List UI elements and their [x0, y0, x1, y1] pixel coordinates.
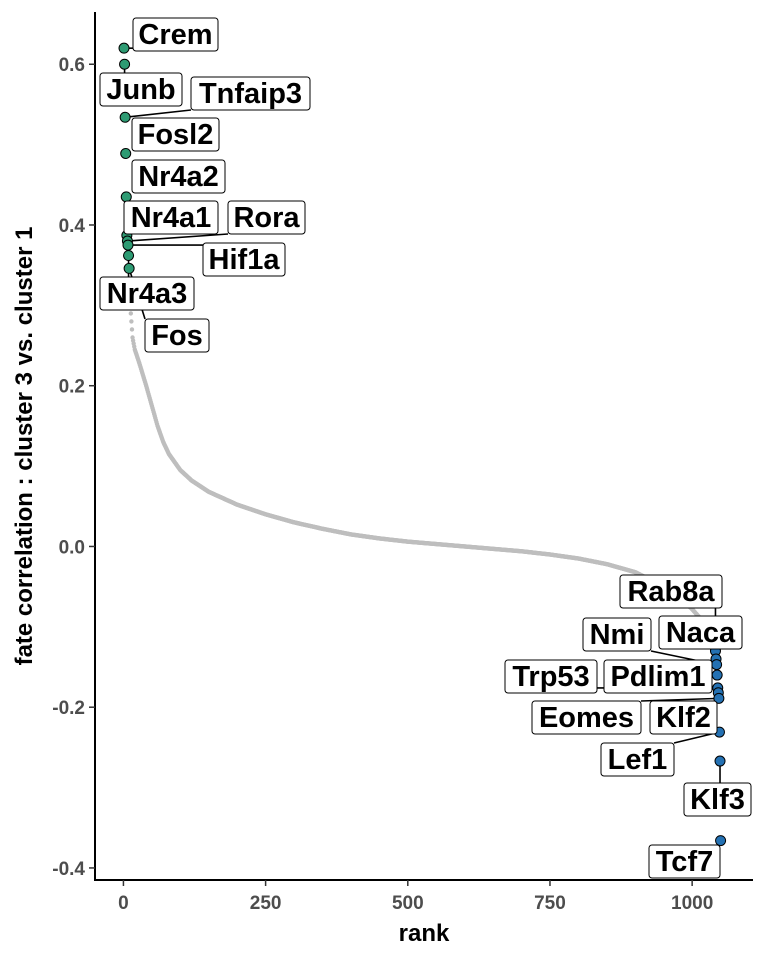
gene-label-junb: Junb — [99, 72, 183, 107]
label-box — [504, 659, 598, 694]
highlight-point-hif1a — [122, 239, 134, 251]
gene-label-nr4a3: Nr4a3 — [99, 276, 195, 311]
x-tick-label: 0 — [118, 893, 129, 914]
gene-labels: Crem Junb Tnfaip3 Fosl2 Nr4a2 Nr4a1 Rora Hif1a N… — [99, 17, 752, 879]
gene-label-crem: Crem — [132, 17, 219, 52]
x-tick-label: 250 — [250, 893, 282, 914]
gene-label-text: Nmi — [590, 619, 645, 651]
label-box — [99, 72, 183, 107]
label-box — [683, 782, 752, 817]
highlight-point-klf3 — [714, 755, 726, 767]
highlight-point-nmi — [711, 659, 723, 671]
gene-label-text: Hif1a — [209, 244, 281, 276]
gene-label-text: Pdlim1 — [610, 661, 705, 693]
gene-label-text: Nr4a1 — [131, 202, 212, 234]
highlight-point-fosl2 — [120, 147, 132, 159]
highlight-point-crem — [118, 42, 130, 54]
gene-label-hif1a: Hif1a — [202, 242, 286, 277]
gene-label-text: Nr4a3 — [107, 278, 188, 310]
gene-point — [129, 319, 134, 324]
label-box — [202, 242, 286, 277]
gene-label-klf2: Klf2 — [649, 700, 718, 735]
x-tick-label: 1000 — [671, 893, 713, 914]
gene-label-text: Naca — [666, 617, 736, 649]
gene-label-text: Tcf7 — [656, 846, 713, 878]
y-tick-label: -0.2 — [52, 698, 85, 719]
label-box — [131, 117, 220, 152]
gene-label-text: Junb — [106, 74, 175, 106]
gene-point — [129, 327, 135, 332]
label-box — [658, 615, 743, 650]
label-box — [619, 574, 723, 609]
gene-label-fosl2: Fosl2 — [131, 117, 220, 152]
label-box — [531, 700, 642, 735]
label-box — [649, 700, 718, 735]
x-tick-label: 500 — [392, 893, 424, 914]
highlight-point-tcf7 — [715, 835, 727, 847]
highlight-point-nr4a2 — [120, 191, 132, 203]
label-box — [144, 318, 210, 353]
highlight-point-eomes — [713, 692, 725, 704]
x-axis-title: rank — [399, 920, 450, 947]
gene-label-tnfaip3: Tnfaip3 — [190, 76, 311, 111]
y-tick-label: 0.2 — [59, 377, 85, 398]
label-box — [132, 17, 219, 52]
gene-label-text: Klf2 — [656, 702, 711, 734]
label-box — [99, 276, 195, 311]
gene-label-text: Fosl2 — [138, 119, 214, 151]
y-tick-label: 0.6 — [59, 55, 85, 76]
gene-label-nr4a2: Nr4a2 — [131, 159, 226, 194]
label-box — [600, 742, 675, 777]
highlight-point-nr4a3 — [123, 250, 135, 262]
gene-label-text: Rora — [233, 202, 300, 234]
x-tick-label: 750 — [534, 893, 566, 914]
gene-label-text: Klf3 — [690, 784, 745, 816]
gene-point — [128, 311, 134, 316]
gene-label-nr4a1: Nr4a1 — [123, 200, 219, 235]
highlight-point-tnfaip3 — [119, 111, 131, 123]
gene-label-rab8a: Rab8a — [619, 574, 723, 609]
gene-label-klf3: Klf3 — [683, 782, 752, 817]
highlight-point-pdlim1 — [711, 669, 723, 681]
y-tick-label: 0.0 — [59, 537, 85, 558]
label-box — [131, 159, 226, 194]
gene-label-text: Fos — [151, 320, 203, 352]
gene-label-eomes: Eomes — [531, 700, 642, 735]
leader-line — [125, 109, 192, 119]
gene-label-text: Tnfaip3 — [199, 78, 302, 110]
gene-label-lef1: Lef1 — [600, 742, 675, 777]
highlight-point-fos — [123, 262, 135, 274]
label-box — [123, 200, 219, 235]
gene-label-rora: Rora — [227, 200, 306, 235]
gene-label-nmi: Nmi — [582, 617, 652, 652]
gene-label-text: Nr4a2 — [138, 161, 219, 193]
label-box — [582, 617, 652, 652]
gene-label-trp53: Trp53 — [504, 659, 598, 694]
gene-label-fos: Fos — [144, 318, 210, 353]
gene-label-naca: Naca — [658, 615, 743, 650]
axes — [94, 12, 753, 881]
label-box — [227, 200, 306, 235]
y-tick-label: 0.4 — [59, 216, 86, 237]
gene-label-text: Trp53 — [512, 661, 589, 693]
leader-line — [127, 233, 229, 242]
y-tick-label: -0.4 — [52, 859, 85, 880]
gene-label-pdlim1: Pdlim1 — [603, 659, 713, 694]
axis-ticks: 0 250 500 750 1000 -0.4 -0.2 0.0 0.2 0.4 0.6 — [52, 55, 713, 914]
gene-label-text: Crem — [138, 19, 212, 51]
gene-label-text: Rab8a — [627, 576, 715, 608]
label-box — [648, 844, 721, 879]
label-box — [603, 659, 713, 694]
label-box — [190, 76, 311, 111]
highlight-point-junb — [119, 58, 131, 70]
gene-label-text: Eomes — [539, 702, 634, 734]
gene-label-tcf7: Tcf7 — [648, 844, 721, 879]
gene-label-text: Lef1 — [608, 744, 668, 776]
y-axis-title: fate correlation : cluster 3 vs. cluster… — [11, 227, 38, 666]
